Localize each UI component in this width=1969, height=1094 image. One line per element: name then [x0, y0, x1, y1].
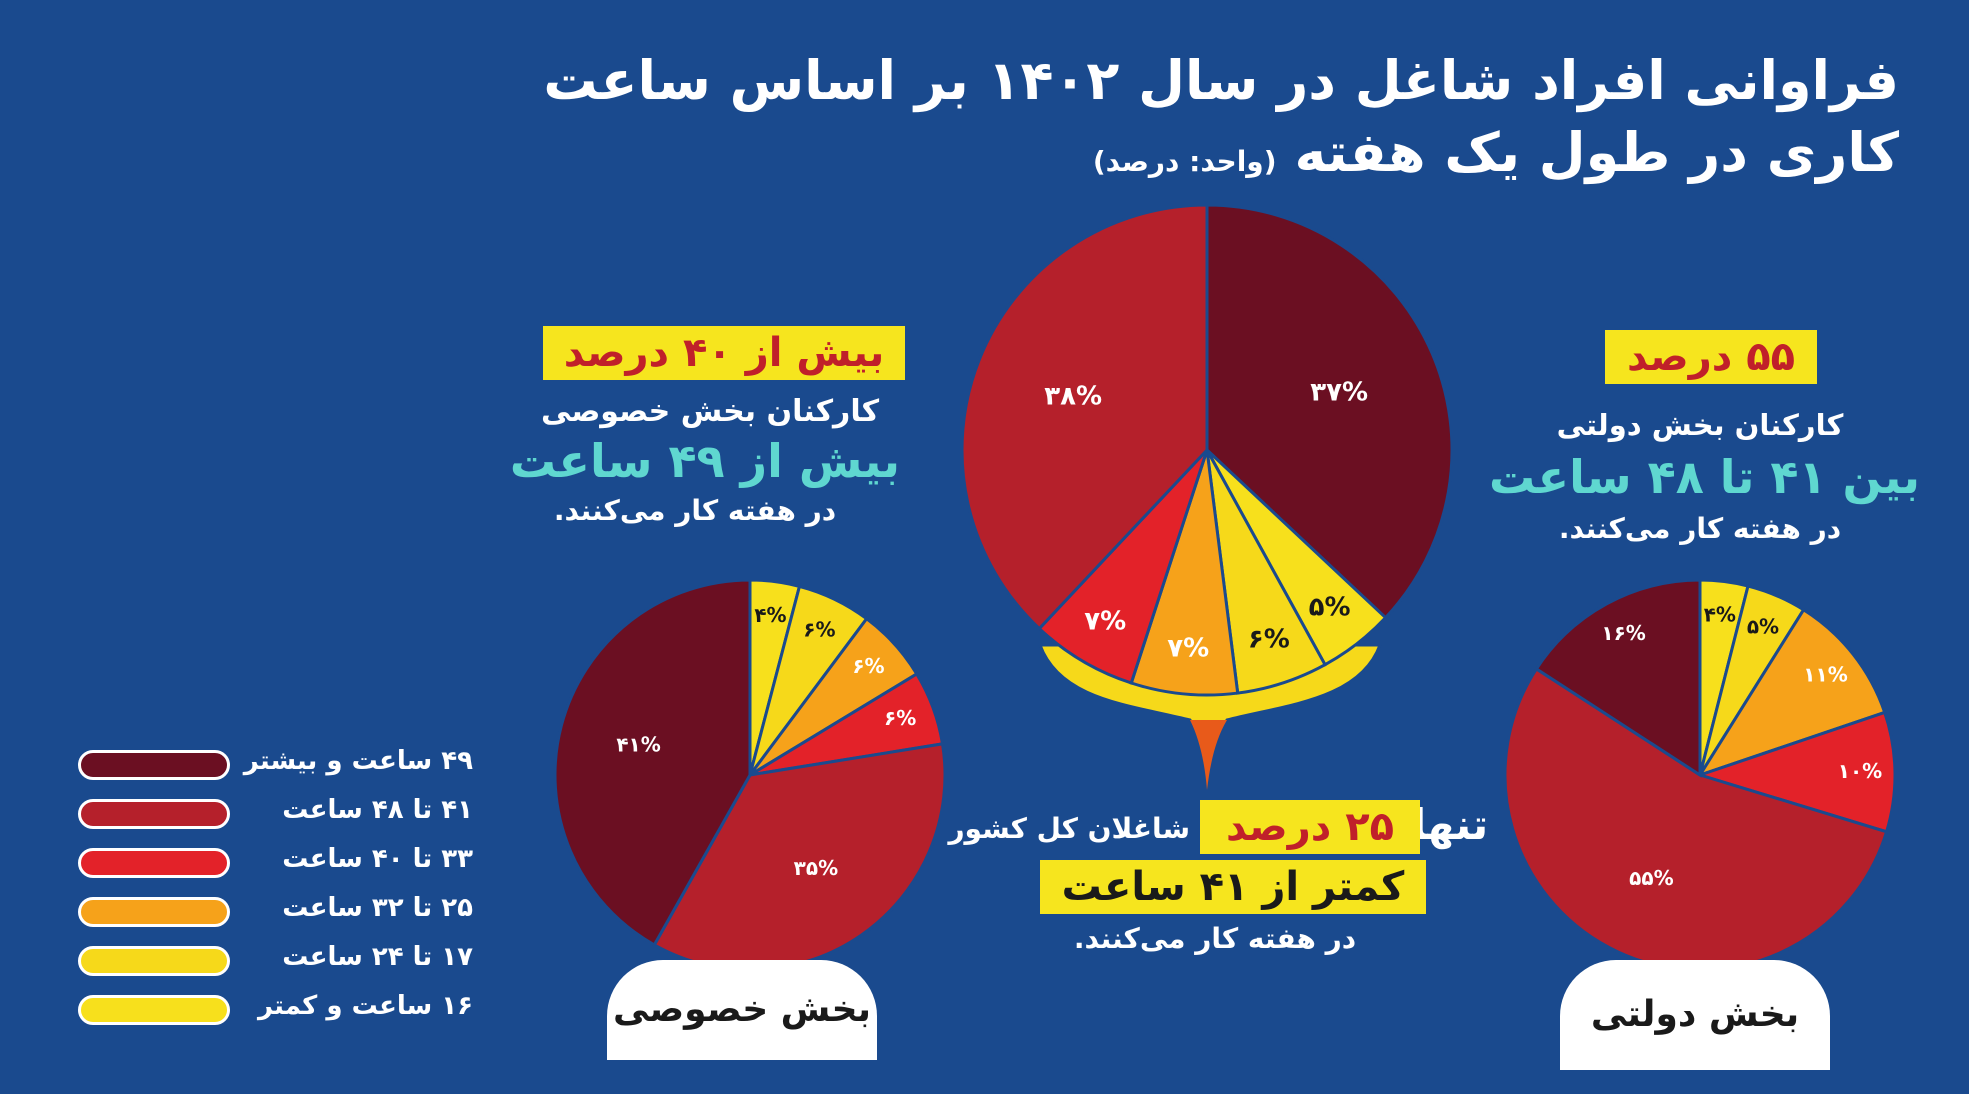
pie-slice	[1129, 449, 1240, 697]
legend-label: ۴۹ ساعت و بیشتر	[243, 746, 473, 776]
pie-data-label: ۳۷%	[1310, 377, 1368, 407]
pie-data-label: ۳۵%	[794, 856, 838, 880]
total-line-3: در هفته کار می‌کنند.	[1073, 922, 1357, 955]
pie-data-label: ۷%	[1084, 607, 1126, 637]
infographic-title: فراوانی افراد شاغل در سال ۱۴۰۲ بر اساس س…	[499, 45, 1899, 198]
legend-item: ۲۵ تا ۳۲ ساعت	[78, 893, 478, 929]
pie-slice	[1534, 578, 1702, 778]
pie-data-label: ۷%	[1167, 634, 1209, 664]
pie-data-label: ۳۸%	[1044, 381, 1102, 411]
pie-public: ۴% ۵% ۱۱% ۱۰% ۵۵% ۱۶%	[1503, 578, 1897, 972]
public-line-3: در هفته کار می‌کنند.	[1558, 512, 1842, 545]
tab-private: بخش خصوصی	[607, 960, 877, 1060]
public-line-2: بین ۴۱ تا ۴۸ ساعت	[1488, 450, 1920, 504]
private-line-3: در هفته کار می‌کنند.	[553, 494, 837, 527]
legend-label: ۱۷ تا ۲۴ ساعت	[282, 942, 473, 972]
legend-swatch	[78, 750, 230, 780]
pie-private: ۴% ۶% ۶% ۶% ۳۵% ۴۱%	[553, 578, 947, 972]
legend-item: ۱۷ تا ۲۴ ساعت	[78, 942, 478, 978]
legend-swatch	[78, 848, 230, 878]
pie-total: ۳۷% ۵% ۶% ۷% ۷% ۳۸%	[960, 203, 1454, 697]
unit-note: (واحد: درصد)	[1092, 145, 1277, 178]
pie-data-label: ۴%	[1704, 603, 1736, 627]
pie-slice	[1503, 666, 1889, 972]
public-line-1: کارکنان بخش دولتی	[1556, 408, 1844, 442]
pie-data-label: ۵%	[1309, 593, 1351, 623]
total-line-2: کمتر از ۴۱ ساعت	[1040, 860, 1426, 914]
legend-swatch	[78, 995, 230, 1025]
pie-slice	[553, 578, 752, 947]
legend-label: ۲۵ تا ۳۲ ساعت	[282, 893, 473, 923]
pie-data-label: ۶%	[1248, 625, 1290, 655]
legend-item: ۳۳ تا ۴۰ ساعت	[78, 844, 478, 880]
legend-swatch	[78, 897, 230, 927]
title-line-2-text: کاری در طول یک هفته	[1294, 121, 1900, 184]
legend-item: ۴۱ تا ۴۸ ساعت	[78, 795, 478, 831]
title-line-2: کاری در طول یک هفته (واحد: درصد)	[499, 117, 1899, 198]
total-highlight: ۲۵ درصد	[1200, 800, 1420, 854]
title-line-1: فراوانی افراد شاغل در سال ۱۴۰۲ بر اساس س…	[543, 49, 1899, 112]
legend-label: ۱۶ ساعت و کمتر	[257, 991, 473, 1021]
pie-data-label: ۱۶%	[1601, 621, 1645, 645]
public-highlight: ۵۵ درصد	[1605, 330, 1817, 384]
legend-item: ۱۶ ساعت و کمتر	[78, 991, 478, 1027]
pie-data-label: ۵۵%	[1629, 866, 1673, 890]
pie-data-label: ۴۱%	[616, 732, 660, 756]
pie-data-label: ۱۱%	[1803, 662, 1847, 686]
legend-label: ۴۱ تا ۴۸ ساعت	[282, 795, 473, 825]
private-line-2: بیش از ۴۹ ساعت	[509, 434, 900, 488]
private-highlight: بیش از ۴۰ درصد	[543, 326, 905, 380]
pie-slice	[960, 203, 1209, 631]
legend-label: ۳۳ تا ۴۰ ساعت	[282, 844, 473, 874]
funnel-tip	[1190, 720, 1227, 790]
pie-data-label: ۶%	[884, 706, 916, 730]
pie-slice	[1695, 710, 1897, 834]
private-line-1: کارکنان بخش خصوصی	[540, 394, 880, 429]
tab-public: بخش دولتی	[1560, 960, 1830, 1070]
total-line-1-rest: شاغلان کل کشور	[948, 812, 1190, 845]
pie-data-label: ۶%	[803, 617, 835, 641]
pie-slice	[1696, 607, 1887, 778]
pie-data-label: ۴%	[754, 603, 786, 627]
legend-swatch	[78, 946, 230, 976]
legend-swatch	[78, 799, 230, 829]
pie-data-label: ۵%	[1747, 614, 1779, 638]
pie-slice	[1037, 448, 1209, 685]
pie-slice	[1205, 203, 1454, 620]
legend-item: ۴۹ ساعت و بیشتر	[78, 746, 478, 782]
pie-data-label: ۶%	[852, 654, 884, 678]
total-prefix: تنها	[1411, 800, 1489, 849]
pie-data-label: ۱۰%	[1838, 759, 1882, 783]
